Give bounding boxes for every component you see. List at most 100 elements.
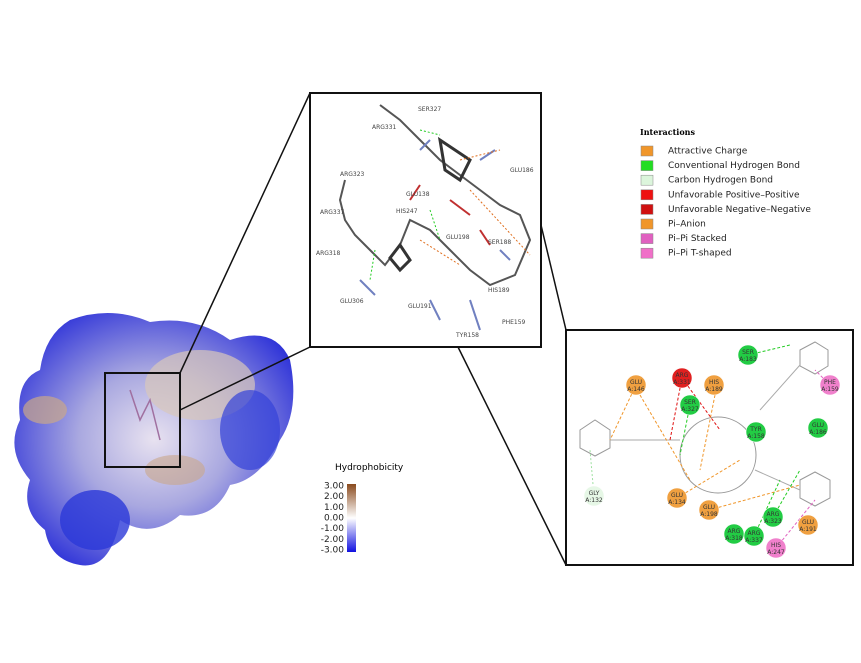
legend-swatch — [640, 145, 654, 157]
residue-node — [797, 514, 819, 536]
colorbar-ticks: 3.002.001.000.00-1.00-2.00-3.00 — [321, 482, 345, 556]
residue-node — [583, 485, 605, 507]
colorbar-tick-label: -2.00 — [321, 535, 345, 545]
legend-swatch — [640, 174, 654, 186]
residue-node — [703, 374, 725, 396]
residue-name: HIS — [709, 379, 719, 386]
residue-label: GLU306 — [340, 298, 364, 305]
colorbar-tick-label: 2.00 — [324, 492, 344, 502]
residue-node — [737, 344, 759, 366]
residue-id: A:189 — [705, 386, 723, 393]
residue-node — [819, 374, 841, 396]
legend-swatch — [640, 247, 654, 259]
residue-name: GLU — [812, 422, 824, 429]
residue-id: A:158 — [747, 433, 765, 440]
residue-label: GLU138 — [406, 191, 430, 198]
residue-label: PHE159 — [502, 319, 526, 326]
residue-name: GLU — [703, 504, 715, 511]
colorbar-tick-label: 3.00 — [324, 482, 344, 492]
residue-name: HIS — [771, 542, 781, 549]
legend-swatch — [640, 160, 654, 171]
residue-id: A:327 — [681, 406, 699, 413]
colorbar-tick-label: -3.00 — [321, 546, 345, 556]
ligand-2d — [579, 341, 831, 549]
residue-label: TYR158 — [455, 332, 479, 339]
residue-label: GLU186 — [510, 167, 534, 174]
residue-node — [698, 499, 720, 521]
legend-swatch — [640, 189, 654, 201]
colorbar-tick-label: 0.00 — [324, 514, 344, 524]
residue-id: A:186 — [809, 429, 827, 436]
residue-name: ARG — [748, 530, 761, 537]
zoom-box — [104, 372, 181, 468]
legend-label: Unfavorable Negative–Negative — [668, 205, 811, 215]
residue-label: HIS247 — [396, 208, 418, 215]
zoom-lines — [179, 92, 567, 566]
residue-node — [666, 487, 688, 509]
residue-label: ARG318 — [316, 250, 341, 257]
residue-name: SER — [742, 349, 754, 356]
interactions-legend: Attractive Charge Conventional Hydrogen B… — [640, 145, 811, 259]
residue-name: GLU — [671, 492, 683, 499]
legend-label: Unfavorable Positive–Positive — [668, 190, 800, 200]
residue-id: A:198 — [700, 511, 718, 518]
protein-surface — [14, 312, 294, 566]
residue-name: PHE — [824, 379, 836, 386]
legend-label: Pi–Pi T-shaped — [668, 249, 732, 259]
legend-label: Carbon Hydrogen Bond — [668, 176, 773, 186]
legend-title: Interactions — [640, 127, 696, 137]
residue-label: ARG337 — [320, 209, 345, 216]
residue-label: SER327 — [418, 106, 441, 113]
residue-id: A:134 — [668, 499, 686, 506]
colorbar — [347, 484, 356, 552]
residue-id: A:132 — [585, 497, 603, 504]
ligand-sticks — [338, 104, 532, 331]
residue-name: ARG — [767, 511, 780, 518]
residue-id: A:183 — [739, 356, 757, 363]
legend-swatch — [640, 204, 654, 215]
residue-id: A:247 — [767, 549, 785, 556]
residue-name: GLY — [589, 490, 600, 497]
residue-id: A:191 — [799, 526, 817, 533]
residue-name: GLU — [630, 379, 642, 386]
colorbar-tick-label: 1.00 — [324, 503, 344, 513]
residue-node — [762, 506, 784, 528]
colorbar-title: Hydrophobicity — [335, 463, 404, 473]
residue-id: A:159 — [821, 386, 839, 393]
legend-swatch — [640, 218, 654, 230]
residue-label: SER188 — [488, 239, 511, 246]
legend-label: Pi–Pi Stacked — [668, 234, 727, 244]
residue-name: ARG — [676, 372, 689, 379]
residue-id: A:337 — [745, 537, 763, 544]
residue-node — [671, 367, 693, 389]
residue-labels-3d: SER327 ARG331 GLU186 ARG323 GLU138 ARG33… — [316, 106, 534, 339]
legend-label: Conventional Hydrogen Bond — [668, 161, 800, 171]
residue-label: ARG323 — [340, 171, 365, 178]
residue-label: HIS189 — [488, 287, 510, 294]
residue-name: GLU — [802, 519, 814, 526]
residue-label: GLU191 — [408, 303, 432, 310]
residue-label: ARG331 — [372, 124, 397, 131]
residue-id: A:146 — [627, 386, 645, 393]
legend-swatch — [640, 233, 654, 244]
residue-node — [807, 417, 829, 439]
residue-node — [745, 421, 767, 443]
residue-id: A:323 — [764, 518, 782, 525]
residue-node — [679, 394, 701, 416]
residue-label: GLU198 — [446, 234, 470, 241]
legend-label: Attractive Charge — [668, 147, 748, 157]
residue-name: ARG — [728, 528, 741, 535]
residue-name: TYR — [749, 426, 762, 433]
residue-id: A:318 — [725, 535, 743, 542]
residue-name: SER — [684, 399, 696, 406]
residue-id: A:331 — [673, 379, 691, 386]
residue-node — [625, 374, 647, 396]
docking-3d-panel — [309, 92, 542, 348]
residue-node — [743, 525, 765, 547]
colorbar-tick-label: -1.00 — [321, 524, 345, 534]
legend-label: Pi–Anion — [668, 220, 706, 230]
residue-node — [765, 537, 787, 559]
